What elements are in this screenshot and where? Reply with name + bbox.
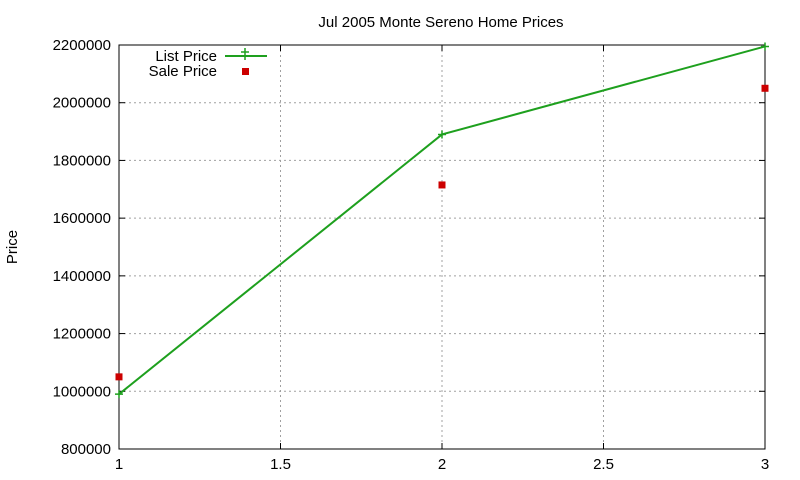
data-point-sale-price — [761, 84, 769, 92]
x-tick-label: 1 — [115, 456, 123, 473]
y-tick-label: 2000000 — [53, 95, 111, 112]
x-tick-label: 2 — [438, 456, 446, 473]
chart-title: Jul 2005 Monte Sereno Home Prices — [318, 14, 563, 31]
x-tick-label: 3 — [761, 456, 769, 473]
y-tick-label: 1200000 — [53, 326, 111, 343]
data-point-list-price — [438, 130, 446, 139]
y-tick-label: 1400000 — [53, 268, 111, 285]
series-layer — [115, 42, 769, 399]
y-tick-label: 2200000 — [53, 37, 111, 54]
legend: List Price Sale Price — [149, 48, 267, 80]
y-tick-label: 1000000 — [53, 383, 111, 400]
legend-label-list-price: List Price — [155, 48, 217, 65]
grid — [119, 45, 765, 449]
data-point-list-price — [115, 390, 123, 399]
legend-label-sale-price: Sale Price — [149, 63, 217, 80]
legend-marker-list-price — [241, 48, 249, 60]
data-point-sale-price — [115, 373, 123, 381]
data-point-list-price — [761, 42, 769, 51]
y-tick-label: 1600000 — [53, 210, 111, 227]
y-tick-label: 1800000 — [53, 152, 111, 169]
y-axis-label: Price — [4, 230, 21, 264]
y-tick-label: 800000 — [61, 441, 111, 458]
x-tick-label: 1.5 — [270, 456, 291, 473]
data-point-sale-price — [438, 181, 446, 189]
axis-ticks: 800000 1000000 1200000 1400000 1600000 180000… — [53, 37, 770, 473]
x-tick-label: 2.5 — [593, 456, 614, 473]
legend-marker-sale-price — [242, 68, 249, 75]
